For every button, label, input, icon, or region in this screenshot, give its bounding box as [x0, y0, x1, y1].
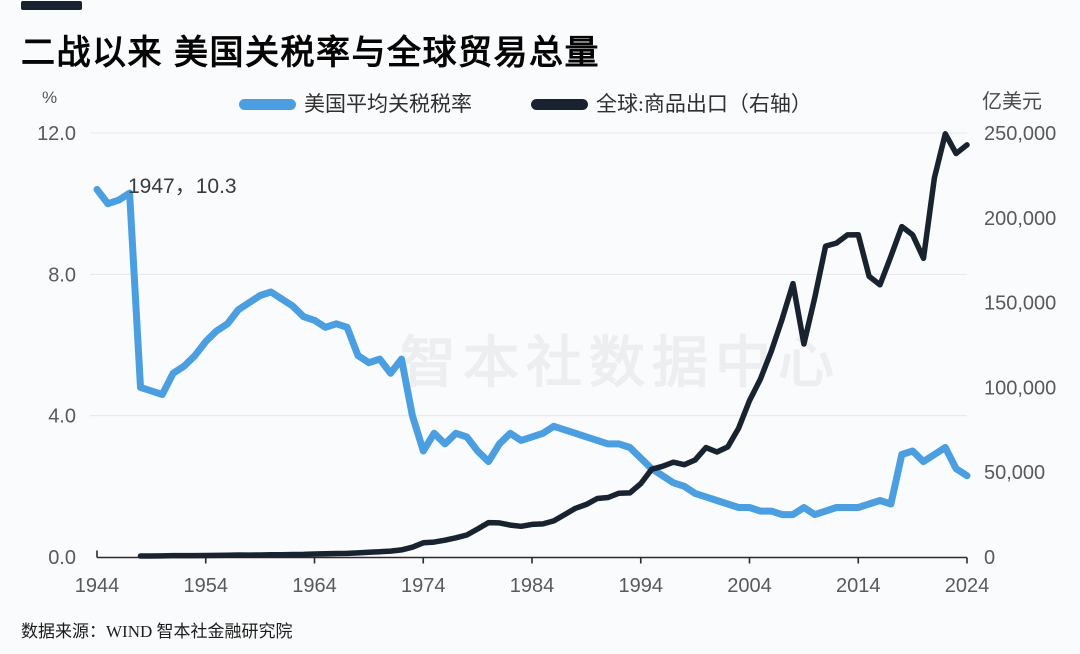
- legend: 美国平均关税税率 全球:商品出口（右轴）: [0, 92, 1080, 116]
- page-title: 二战以来 美国关税率与全球贸易总量: [21, 34, 600, 72]
- x-tick-label: 1964: [292, 575, 337, 597]
- legend-item-tariff: 美国平均关税税率: [239, 92, 472, 116]
- right-axis-unit: 亿美元: [982, 91, 1042, 113]
- x-tick-label: 1944: [75, 575, 120, 597]
- annotation-1947: 1947，10.3: [128, 175, 237, 198]
- tariff-legend-swatch: [239, 98, 296, 110]
- x-axis: [96, 550, 968, 564]
- left-axis-unit: %: [42, 88, 58, 107]
- x-tick-label: 2004: [727, 575, 772, 597]
- x-tick-label: 2024: [945, 575, 990, 597]
- tariff-legend-label: 美国平均关税税率: [304, 92, 472, 116]
- exports-line: [137, 131, 970, 559]
- x-tick-label: 1954: [184, 575, 229, 597]
- exports-legend-label: 全球:商品出口（右轴）: [596, 92, 812, 116]
- left-tick-label: 0.0: [48, 547, 76, 569]
- left-tick-label: 8.0: [48, 264, 76, 286]
- x-tick-label: 2014: [836, 575, 881, 597]
- right-tick-label: 0: [984, 547, 995, 569]
- x-tick-label: 1994: [619, 575, 664, 597]
- left-tick-label: 12.0: [37, 123, 76, 145]
- x-tick-label: 1974: [401, 575, 446, 597]
- tariff-line: [93, 186, 971, 519]
- accent-bar: [21, 1, 82, 10]
- watermark: 智本社数据中心: [400, 331, 841, 394]
- exports-legend-swatch: [531, 98, 588, 110]
- x-tick-label: 1984: [510, 575, 555, 597]
- right-tick-label: 150,000: [984, 293, 1056, 315]
- right-tick-label: 100,000: [984, 377, 1056, 399]
- source-note: 数据来源：WIND 智本社金融研究院: [21, 622, 293, 641]
- right-tick-label: 250,000: [984, 123, 1056, 145]
- legend-item-exports: 全球:商品出口（右轴）: [531, 92, 812, 116]
- right-tick-label: 50,000: [984, 462, 1045, 484]
- right-tick-label: 200,000: [984, 208, 1056, 230]
- left-tick-label: 4.0: [48, 406, 76, 428]
